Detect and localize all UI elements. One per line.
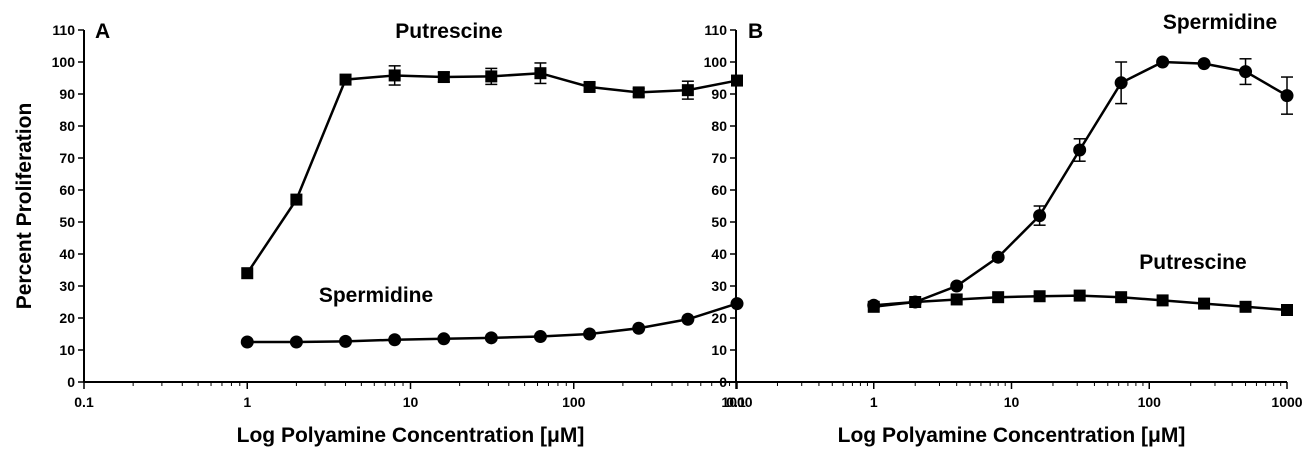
panel-b-x-tick-label: 1000 [1271, 394, 1302, 410]
panel-a-y-tick-label: 60 [59, 182, 75, 198]
panel-a-putrescine-point [437, 71, 450, 84]
panel-a-spermidine-point [583, 327, 597, 341]
panel-a-y-tick-label: 50 [59, 214, 75, 230]
panel-a-putrescine-line [246, 71, 738, 274]
panel-a-spermidine-point [681, 312, 695, 326]
panel-a-y-tick-label: 0 [67, 374, 75, 390]
panel-b-x-tick-label: 1 [870, 394, 878, 410]
panel-b-y-tick-label: 60 [711, 182, 727, 198]
panel-a-spermidine-point [339, 334, 353, 348]
panel-b-x-tick-label: 100 [1138, 394, 1162, 410]
panel-b-y-tick-label: 90 [711, 86, 727, 102]
panel-a-letter: A [95, 20, 110, 43]
panel-b-spermidine-point [1197, 57, 1211, 71]
panel-a-y-tick-label: 70 [59, 150, 75, 166]
panel-b-y-tick-label: 0 [719, 374, 727, 390]
panel-a-spermidine-label: Spermidine [319, 284, 433, 307]
panel-a-spermidine-point [388, 333, 402, 347]
panel-b-putrescine-point [1281, 304, 1293, 316]
panel-a-putrescine-point [388, 69, 401, 82]
panel-b-letter: B [748, 20, 763, 43]
panel-b-putrescine-point [1033, 290, 1046, 303]
panel-b-y-tick-label: 100 [704, 54, 728, 70]
panel-b-x-axis-title: Log Polyamine Concentration [μM] [838, 424, 1186, 447]
panel-a-spermidine-point [632, 321, 646, 335]
panel-a-putrescine-point [632, 86, 645, 99]
panel-a-x-tick-label: 0.1 [74, 394, 94, 410]
panel-a-x-axis-title: Log Polyamine Concentration [μM] [237, 424, 585, 447]
panel-b-putrescine-point [1115, 291, 1128, 304]
panel-b-spermidine-point [991, 250, 1005, 264]
panel-b-putrescine-point [1198, 297, 1211, 310]
panel-a-putrescine-point [290, 193, 303, 206]
panel-b-y-tick-label: 30 [711, 278, 727, 294]
panel-b-putrescine-point [909, 296, 922, 308]
panel-a-y-tick-label: 30 [59, 278, 75, 294]
panel-b-putrescine-point [867, 300, 880, 313]
panel-b-x-tick-label: 0.1 [726, 394, 746, 410]
panel-b-putrescine-point [1156, 294, 1169, 307]
panel-a-y-tick-label: 80 [59, 118, 75, 134]
panel-b-spermidine-point [1280, 89, 1294, 103]
panel-a-putrescine-point [534, 67, 547, 80]
panel-a-putrescine-point [583, 80, 596, 93]
panel-a-putrescine-label: Putrescine [395, 20, 502, 43]
panel-a-x-tick-label: 10 [403, 394, 419, 410]
panel-b-putrescine-point [1073, 289, 1086, 302]
panel-b-y-tick-label: 50 [711, 214, 727, 230]
panel-b-spermidine-point [1073, 143, 1087, 157]
panel-b-y-tick-label: 10 [711, 342, 727, 358]
panel-b-y-tick-label: 80 [711, 118, 727, 134]
panel-b-spermidine-point [950, 279, 964, 293]
panel-a-y-axis-title: Percent Proliferation [13, 103, 36, 310]
panel-a-spermidine-point [437, 332, 451, 346]
panel-b-putrescine-point [1239, 300, 1252, 313]
panel-b-spermidine-label: Spermidine [1163, 11, 1277, 34]
panel-a-y-tick-label: 10 [59, 342, 75, 358]
panel-a-putrescine-point [485, 70, 498, 83]
panel-a-spermidine-point [289, 335, 303, 349]
panel-b-y-tick-label: 110 [704, 22, 727, 38]
panel-a-y-tick-label: 100 [52, 54, 76, 70]
panel-a-y-tick-label: 90 [59, 86, 75, 102]
panel-b-putrescine-point [992, 291, 1005, 304]
panel-b-spermidine-point [1033, 209, 1047, 223]
panel-a-putrescine-point [339, 73, 352, 86]
panel-b-putrescine-label: Putrescine [1139, 251, 1246, 274]
panel-b-putrescine-point [950, 293, 963, 306]
panel-a-spermidine-point [484, 331, 498, 345]
panel-b-x-tick-label: 10 [1004, 394, 1020, 410]
panel-a-x-tick-label: 1000 [721, 394, 752, 410]
panel-a-spermidine-point [240, 335, 254, 349]
panel-a-x-tick-label: 100 [562, 394, 586, 410]
panel-a-x-tick-label: 1 [243, 394, 251, 410]
panel-a-spermidine-point [533, 330, 547, 344]
panel-a-y-tick-label: 110 [52, 22, 75, 38]
panel-b-spermidine-point [1114, 76, 1128, 90]
panel-a-putrescine-point [241, 267, 254, 280]
panel-a-putrescine-point [681, 84, 694, 97]
panel-b-y-tick-label: 20 [711, 310, 727, 326]
panel-b-y-tick-label: 70 [711, 150, 727, 166]
panel-b-y-tick-label: 40 [711, 246, 727, 262]
panel-b-spermidine-point [1239, 65, 1253, 79]
panel-a-y-tick-label: 40 [59, 246, 75, 262]
panel-a-y-tick-label: 20 [59, 310, 75, 326]
panel-b-spermidine-point [1156, 55, 1170, 69]
